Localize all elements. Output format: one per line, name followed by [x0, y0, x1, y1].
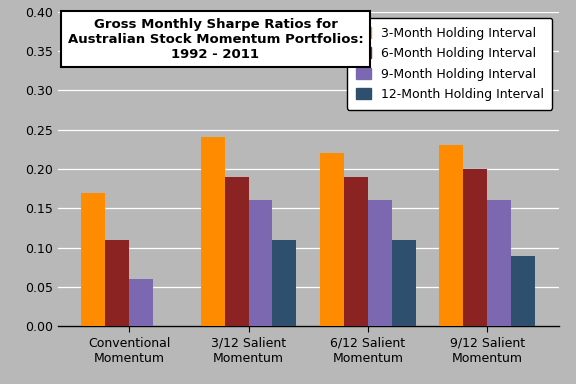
Bar	[368, 200, 392, 326]
Bar	[81, 192, 105, 326]
Legend: 3-Month Holding Interval, 6-Month Holding Interval, 9-Month Holding Interval, 12: 3-Month Holding Interval, 6-Month Holdin…	[347, 18, 552, 110]
Bar	[248, 200, 272, 326]
Bar	[439, 146, 463, 326]
Bar	[344, 177, 368, 326]
Bar	[320, 153, 344, 326]
Text: Gross Monthly Sharpe Ratios for
Australian Stock Momentum Portfolios:
1992 - 201: Gross Monthly Sharpe Ratios for Australi…	[67, 18, 363, 61]
Bar	[511, 256, 535, 326]
Bar	[487, 200, 511, 326]
Bar	[225, 177, 248, 326]
Bar	[129, 279, 153, 326]
Bar	[105, 240, 129, 326]
Bar	[201, 137, 225, 326]
Bar	[463, 169, 487, 326]
Bar	[392, 240, 415, 326]
Bar	[272, 240, 296, 326]
